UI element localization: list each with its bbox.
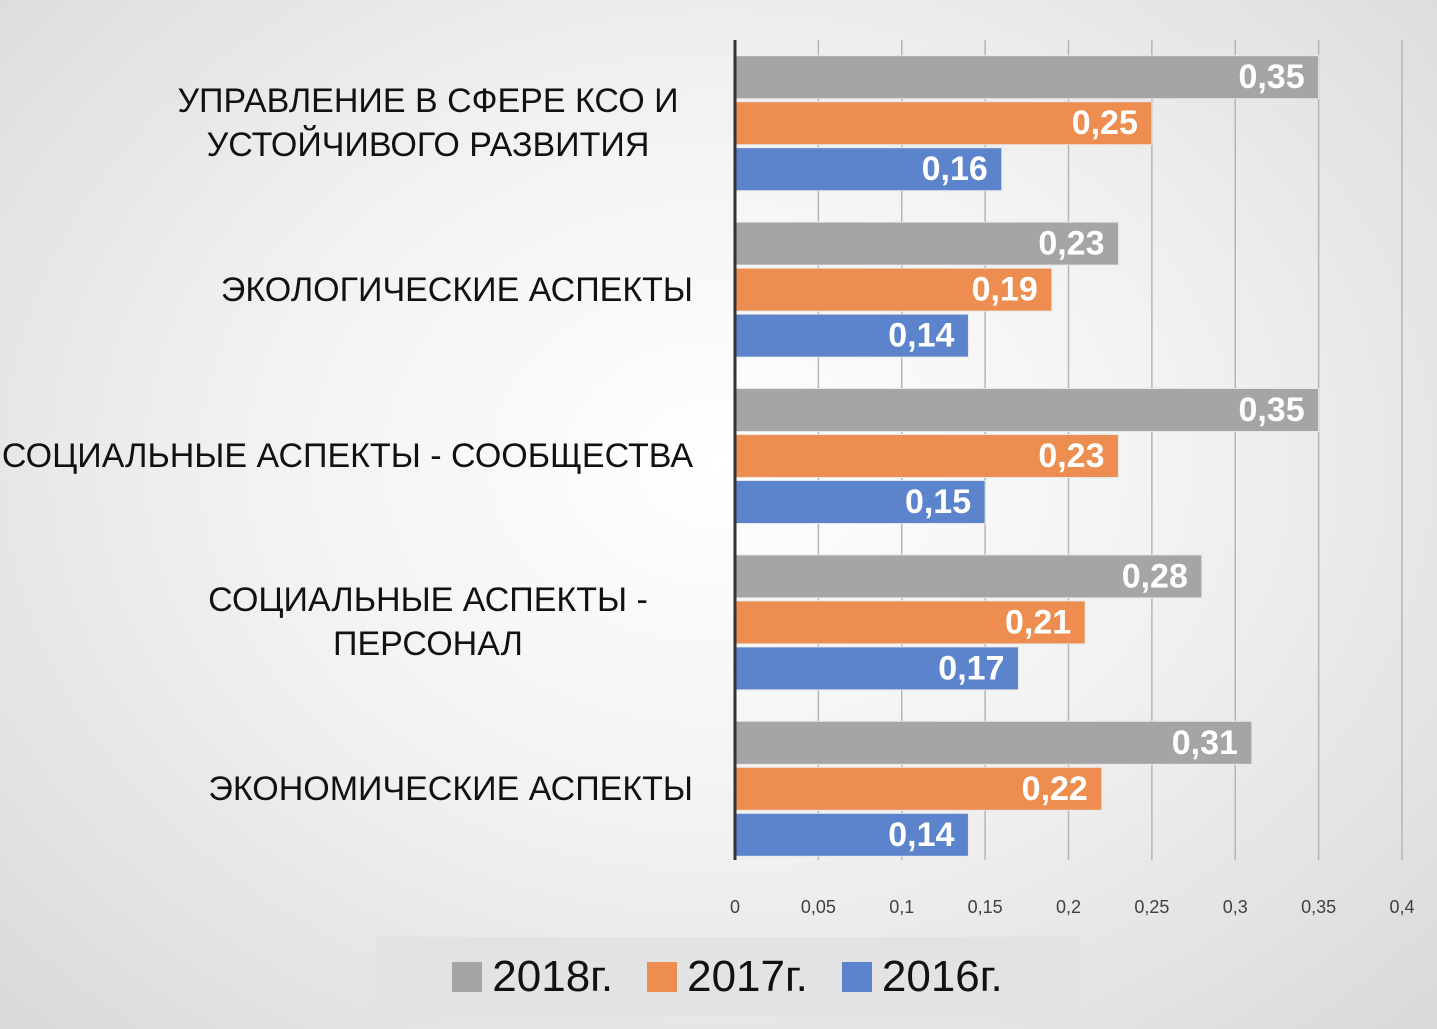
data-label: 0,14 (888, 317, 954, 355)
category-label: СОЦИАЛЬНЫЕ АСПЕКТЫ - СООБЩЕСТВА (1, 437, 693, 475)
data-label: 0,16 (922, 150, 988, 188)
x-tick-label: 0,1 (889, 897, 914, 917)
data-label: 0,22 (1022, 770, 1088, 808)
data-label: 0,28 (1122, 557, 1188, 595)
bar (734, 101, 1153, 146)
bar (734, 388, 1320, 432)
legend-label: 2016г. (881, 952, 1003, 1001)
x-tick-label: 0,35 (1301, 897, 1336, 917)
data-label: 0,25 (1072, 104, 1138, 142)
legend-item: 2017г. (647, 952, 808, 1002)
data-label: 0,17 (938, 649, 1004, 687)
legend: 2018г. 2017г. 2016г. (375, 937, 1080, 1017)
data-label: 0,19 (972, 271, 1038, 309)
bar (734, 55, 1320, 100)
x-tick-label: 0,25 (1134, 897, 1169, 917)
data-label: 0,35 (1238, 391, 1304, 429)
data-label: 0,15 (905, 483, 971, 521)
x-tick-label: 0,05 (801, 897, 836, 917)
bar (734, 646, 1019, 691)
data-label: 0,31 (1172, 724, 1238, 762)
category-label: СОЦИАЛЬНЫЕ АСПЕКТЫ - ПЕРСОНАЛ (208, 581, 648, 664)
legend-swatch (647, 962, 678, 992)
data-label: 0,35 (1238, 58, 1304, 96)
bar (734, 812, 969, 857)
bar (734, 434, 1120, 478)
category-label: УПРАВЛЕНИЕ В СФЕРЕ КСО И УСТОЙЧИВОГО РАЗ… (177, 82, 679, 165)
legend-label: 2017г. (687, 952, 808, 1001)
bar (734, 147, 1003, 192)
category-label: ЭКОЛОГИЧЕСКИЕ АСПЕКТЫ (220, 270, 693, 309)
x-tick-label: 0,3 (1223, 897, 1248, 917)
category-label: ЭКОНОМИЧЕСКИЕ АСПЕКТЫ (208, 769, 693, 808)
legend-swatch (452, 962, 483, 992)
data-label: 0,23 (1038, 225, 1104, 263)
legend-item: 2016г. (841, 952, 1003, 1002)
bar (734, 313, 969, 358)
x-tick-label: 0 (730, 897, 740, 917)
x-tick-label: 0,2 (1056, 897, 1081, 917)
data-label: 0,14 (888, 816, 954, 854)
bar (734, 600, 1086, 645)
data-label: 0,21 (1005, 603, 1071, 641)
x-tick-label: 0,4 (1389, 897, 1414, 917)
data-label: 0,23 (1038, 437, 1104, 475)
x-tick-label: 0,15 (968, 897, 1003, 917)
legend-item: 2018г. (452, 952, 613, 1002)
bar (734, 554, 1203, 599)
bar (734, 766, 1103, 811)
legend-label: 2018г. (492, 952, 614, 1001)
bar (734, 720, 1253, 765)
bar (734, 267, 1053, 312)
legend-swatch (841, 962, 872, 992)
